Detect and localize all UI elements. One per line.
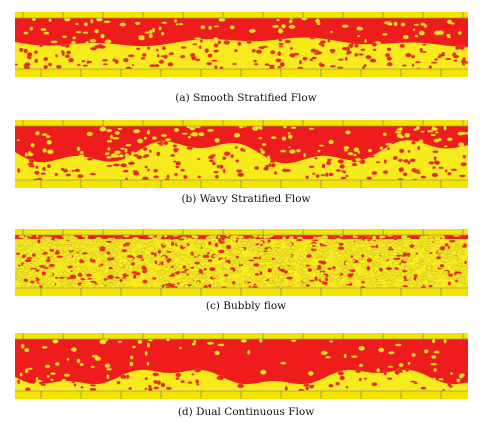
flow-image-bubbly [15, 229, 468, 296]
panel-d: (d) Dual Continuous Flow [0, 333, 492, 427]
caption-b: (b) Wavy Stratified Flow [181, 193, 311, 205]
flow-image-dual-continuous [15, 333, 468, 399]
caption-d: (d) Dual Continuous Flow [177, 406, 315, 418]
caption-c: (c) Bubbly flow [205, 300, 287, 312]
caption-a: (a) Smooth Stratified Flow [175, 92, 317, 104]
flow-image-smooth-stratified [15, 12, 468, 77]
flow-image-wavy-stratified [15, 120, 468, 188]
panel-a: (a) Smooth Stratified Flow [0, 12, 492, 110]
panel-b: (b) Wavy Stratified Flow [0, 120, 492, 212]
panel-c: (c) Bubbly flow [0, 229, 492, 319]
